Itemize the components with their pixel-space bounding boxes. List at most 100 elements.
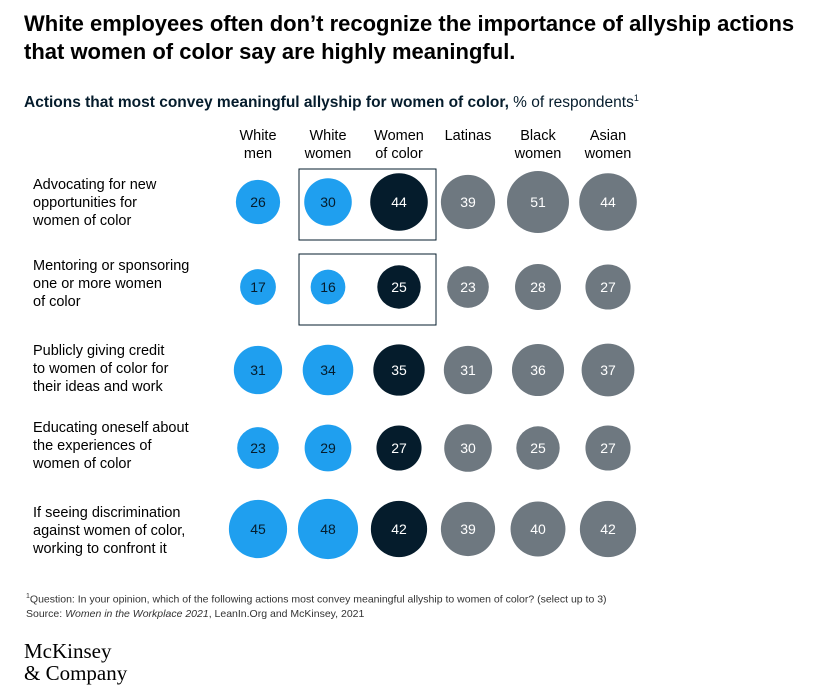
bubble-value-label: 17 (250, 279, 266, 295)
column-header-asian-women: Asian women (565, 127, 651, 163)
column-header-white-men: White men (215, 127, 301, 163)
column-header-white-women: White women (285, 127, 371, 163)
bubble-white-men (228, 499, 288, 559)
row-label-line: Publicly giving credit (33, 343, 165, 359)
row-label-line: against women of color, (33, 523, 186, 539)
footnote-source-line: Source: Women in the Workplace 2021, Lea… (26, 607, 607, 621)
row-label-line: women of color (33, 456, 132, 472)
highlight-box (298, 168, 437, 241)
column-header-line: women (514, 146, 562, 162)
bubble-value-label: 39 (460, 194, 476, 210)
bubble-white-men (235, 179, 281, 225)
bubble-black-women (515, 264, 561, 310)
bubble-asian-women (581, 343, 635, 397)
bubble-latinas (440, 501, 496, 557)
bubble-value-label: 37 (600, 362, 616, 378)
column-header-line: women (584, 146, 632, 162)
bubble-latinas (447, 266, 489, 308)
bubble-latinas (443, 345, 493, 395)
source-rest: , LeanIn.Org and McKinsey, 2021 (208, 607, 365, 620)
column-header-line: Women (374, 128, 424, 144)
bubble-matrix: 26 30 44 39 51 44 17 16 25 23 28 27 31 34 35 31 36 37 23 29… (228, 168, 637, 560)
column-header-women-of-color: Women of color (356, 127, 442, 163)
bubble-white-men (240, 269, 276, 305)
row-label-line: opportunities for (33, 195, 137, 211)
highlight-box (298, 253, 437, 326)
logo-line-2: & Company (24, 661, 128, 685)
chart-subtitle: Actions that most convey meaningful ally… (24, 88, 639, 113)
row-label-publicly-giving-credit: Publicly giving credit to women of color… (33, 342, 208, 396)
row-label-line: women of color (33, 213, 132, 229)
bubble-white-men (233, 345, 283, 395)
bubble-value-label: 31 (250, 362, 266, 378)
bubble-value-label: 26 (250, 194, 266, 210)
bubble-white-women (304, 424, 352, 472)
subtitle-main: Actions that most convey meaningful ally… (24, 94, 509, 112)
bubble-value-label: 48 (320, 521, 336, 537)
source-prefix: Source: (26, 607, 66, 620)
row-label-line: one or more women (33, 276, 162, 292)
column-header-line: Black (520, 128, 556, 144)
bubble-asian-women (585, 264, 631, 310)
bubble-value-label: 31 (460, 362, 476, 378)
column-header-line: White (309, 128, 347, 144)
footnote-question-line: 1Question: In your opinion, which of the… (26, 590, 607, 607)
bubble-value-label: 28 (530, 279, 546, 295)
row-label-line: Educating oneself about (33, 420, 189, 436)
column-header-line: White (239, 128, 277, 144)
subtitle-unit: % of respondents (508, 94, 634, 112)
bubble-value-label: 25 (530, 440, 546, 456)
bubble-value-label: 34 (320, 362, 336, 378)
bubble-value-label: 29 (320, 440, 336, 456)
column-header-black-women: Black women (495, 127, 581, 163)
row-label-confronting-discrimination: If seeing discrimination against women o… (33, 504, 208, 558)
bubble-value-label: 27 (600, 440, 616, 456)
bubble-asian-women (585, 425, 631, 471)
row-label-line: Mentoring or sponsoring (33, 258, 190, 274)
bubble-white-women (310, 269, 346, 305)
bubble-value-label: 16 (320, 279, 336, 295)
column-header-line: Asian (589, 128, 627, 144)
bubble-black-women (510, 501, 566, 557)
bubble-value-label: 39 (460, 521, 476, 537)
bubble-value-label: 42 (600, 521, 616, 537)
bubble-women-of-color (370, 500, 428, 558)
bubble-value-label: 36 (530, 362, 546, 378)
column-header-line: men (243, 146, 273, 162)
footnote-marker: 1 (26, 593, 30, 600)
column-header-latinas: Latinas (425, 127, 511, 145)
bubble-women-of-color (373, 344, 425, 396)
bubble-value-label: 42 (391, 521, 407, 537)
bubble-value-label: 23 (250, 440, 266, 456)
bubble-value-label: 25 (391, 279, 407, 295)
row-label-line: of color (33, 294, 81, 310)
bubble-value-label: 30 (320, 194, 336, 210)
bubble-white-men (237, 427, 279, 469)
subtitle-footnote-marker: 1 (633, 93, 639, 103)
bubble-women-of-color (370, 173, 428, 231)
bubble-white-women (297, 498, 359, 560)
row-label-line: working to confront it (33, 541, 167, 557)
row-label-advocating: Advocating for new opportunities for wom… (33, 176, 208, 230)
bubble-value-label: 44 (391, 194, 407, 210)
bubble-latinas (444, 424, 492, 472)
column-header-line: Latinas (444, 128, 492, 144)
bubble-women-of-color (377, 265, 421, 309)
row-label-line: Advocating for new (33, 177, 157, 193)
bubble-value-label: 45 (250, 521, 266, 537)
bubble-black-women (511, 343, 565, 397)
mckinsey-logo: McKinsey & Company (24, 640, 127, 684)
footnote-question: Question: In your opinion, which of the … (29, 593, 607, 606)
source-title: Women in the Workplace 2021 (65, 607, 209, 620)
row-label-line: their ideas and work (33, 379, 163, 395)
bubble-asian-women (579, 500, 637, 558)
bubble-value-label: 30 (460, 440, 476, 456)
row-label-educating: Educating oneself about the experiences … (33, 419, 208, 473)
bubble-value-label: 44 (600, 194, 616, 210)
bubble-women-of-color (376, 425, 422, 471)
column-header-line: women (304, 146, 352, 162)
logo-line-1: McKinsey (24, 639, 112, 663)
bubble-white-women (304, 178, 352, 226)
bubble-value-label: 27 (600, 279, 616, 295)
bubble-value-label: 51 (530, 194, 546, 210)
